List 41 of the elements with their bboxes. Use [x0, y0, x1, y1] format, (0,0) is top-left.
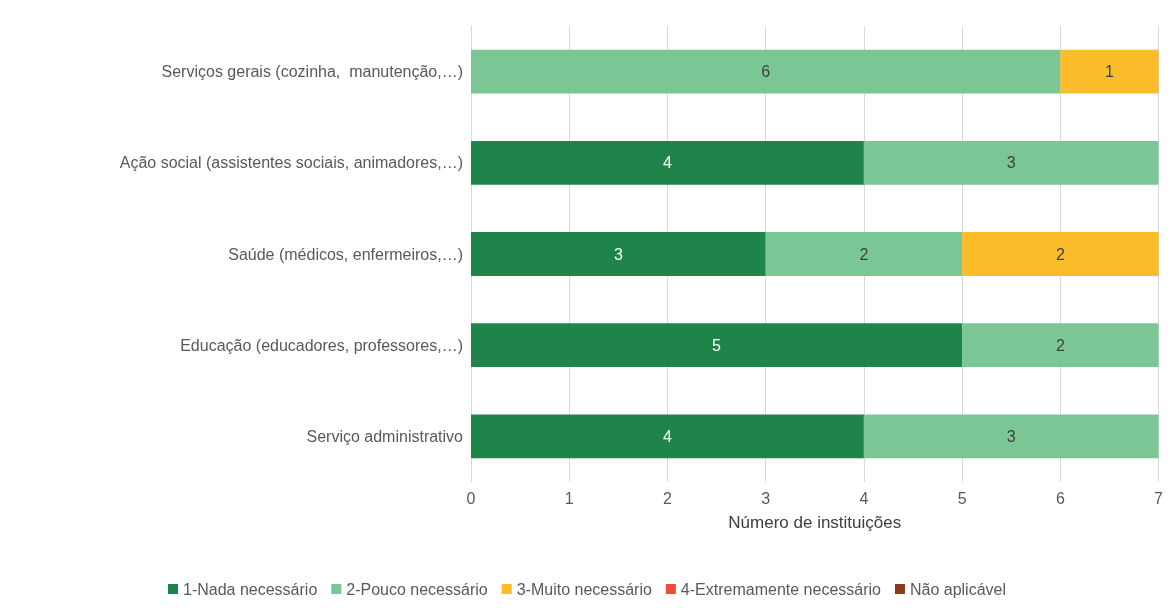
y-tick-label: Serviços gerais (cozinha, manutenção,…)	[161, 63, 463, 81]
x-tick-label: 6	[1055, 489, 1065, 507]
data-label: 4	[662, 427, 672, 445]
bar	[962, 232, 1159, 276]
y-tick-label: Ação social (assistentes sociais, animadores,…)	[119, 154, 463, 172]
data-label: 5	[712, 336, 722, 354]
data-label: 4	[662, 154, 672, 172]
legend-label: Não aplicável	[909, 580, 1007, 598]
data-label: 2	[1055, 336, 1065, 354]
data-label: 1	[1104, 63, 1114, 81]
bar	[471, 232, 766, 276]
bar	[471, 323, 963, 368]
y-tick-label: Saúde (médicos, enfermeiros,…)	[228, 245, 463, 263]
bar	[471, 49, 1061, 94]
bar	[471, 140, 864, 185]
data-label: 3	[613, 245, 623, 263]
data-label: 3	[1006, 427, 1016, 445]
x-tick-label: 0	[466, 489, 476, 507]
bar	[863, 140, 1159, 185]
y-tick-label: Educação (educadores, professores,…)	[180, 336, 463, 354]
data-label: 6	[761, 63, 771, 81]
bar	[962, 323, 1159, 368]
data-label: 2	[859, 245, 869, 263]
x-tick-label: 2	[662, 489, 672, 507]
y-tick-label: Serviço administrativo	[306, 427, 464, 445]
x-tick-label: 7	[1154, 489, 1164, 507]
bar	[765, 232, 963, 276]
legend-label: 1-Nada necessário	[182, 580, 318, 598]
data-label: 2	[1055, 245, 1065, 263]
x-tick-label: 3	[761, 489, 771, 507]
bar	[471, 414, 864, 459]
x-axis-title: Número de instituições	[728, 513, 902, 532]
legend-label: 2-Pouco necessário	[346, 580, 488, 598]
legend-label: 4-Extremamente necessário	[680, 580, 882, 598]
x-tick-label: 4	[859, 489, 869, 507]
x-tick-label: 5	[957, 489, 967, 507]
bar	[1060, 49, 1159, 94]
bar	[863, 414, 1159, 459]
legend-label: 3-Muito necessário	[516, 580, 652, 598]
data-label: 3	[1006, 154, 1016, 172]
x-tick-label: 1	[564, 489, 574, 507]
